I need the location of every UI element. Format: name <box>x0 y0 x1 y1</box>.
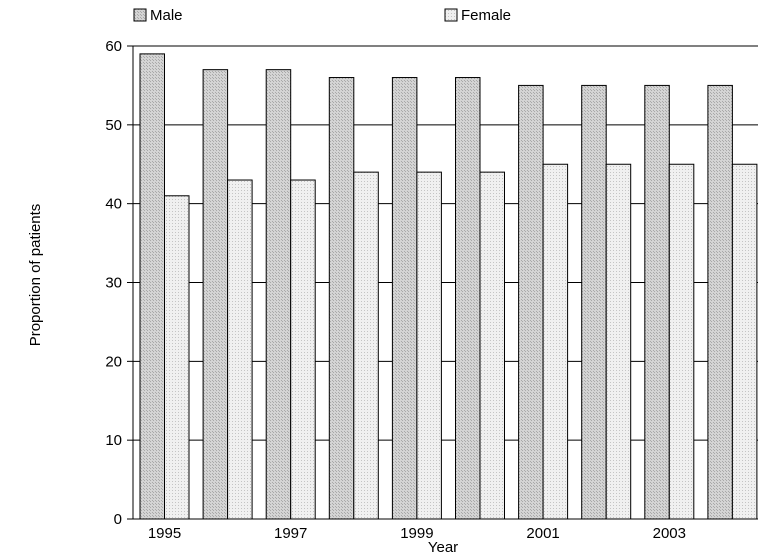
legend: Male Female <box>133 7 511 24</box>
legend-label-male: Male <box>150 7 183 24</box>
x-axis-title: Year <box>428 539 458 554</box>
y-tick-label: 30 <box>105 275 122 292</box>
x-tick-label: 2001 <box>526 525 559 542</box>
bar-female-1997 <box>290 179 316 520</box>
bar-female-2000 <box>479 171 505 520</box>
bar-male-2004 <box>707 84 733 520</box>
bar-male-1997 <box>265 69 292 520</box>
y-axis-title: Proportion of patients <box>27 204 44 347</box>
bar-female-1998 <box>353 171 379 520</box>
x-tick-label: 1999 <box>400 525 433 542</box>
bar-female-1996 <box>227 179 253 520</box>
bar-female-1999 <box>416 171 442 520</box>
bar-female-2003 <box>668 163 695 520</box>
x-tick-label: 1995 <box>148 525 181 542</box>
x-tick-label: 1997 <box>274 525 307 542</box>
bar-male-2000 <box>455 77 481 520</box>
x-tick-labels: 1995 1997 1999 2001 2003 <box>148 525 686 542</box>
bar-male-2001 <box>518 84 544 520</box>
bar-male-1999 <box>391 77 418 520</box>
y-tick-label: 60 <box>105 38 122 55</box>
bar-female-2002 <box>605 163 632 520</box>
x-tick-label: 2003 <box>653 525 686 542</box>
bar-male-2002 <box>581 84 607 520</box>
bar-female-1995 <box>164 195 190 520</box>
legend-label-female: Female <box>461 7 511 24</box>
bar-male-2003 <box>644 84 670 520</box>
y-tick-label: 20 <box>105 353 122 370</box>
bar-male-1995 <box>139 53 165 520</box>
y-tick-labels: 0 10 20 30 40 50 60 <box>105 38 133 528</box>
y-tick-label: 50 <box>105 117 122 134</box>
y-tick-label: 10 <box>105 432 122 449</box>
bars <box>139 53 758 520</box>
bar-female-2001 <box>542 163 569 520</box>
legend-swatch-female <box>444 8 458 22</box>
bar-male-1998 <box>328 77 355 520</box>
y-tick-label: 40 <box>105 196 122 213</box>
legend-swatch-male <box>133 8 147 22</box>
bar-female-2004 <box>731 163 758 520</box>
y-tick-label: 0 <box>114 511 122 528</box>
bar-male-1996 <box>202 69 229 520</box>
